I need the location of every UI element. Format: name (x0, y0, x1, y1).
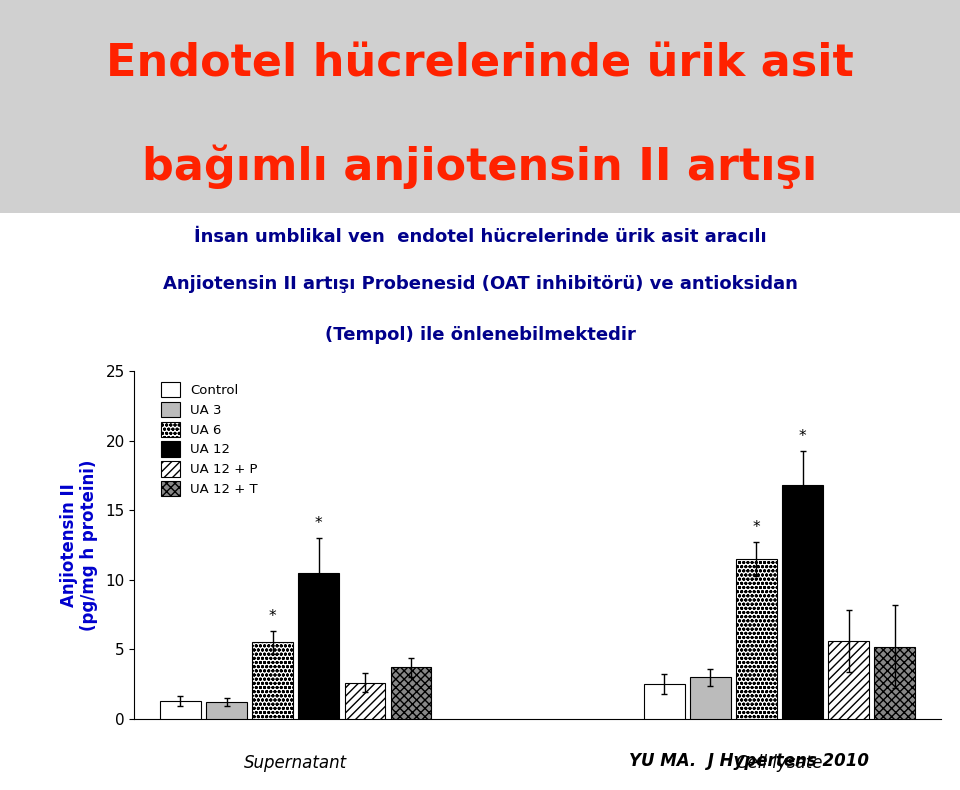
Bar (160, 701, 201, 719)
Text: YU MA.  J Hypertens 2010: YU MA. J Hypertens 2010 (629, 752, 869, 770)
Text: bağımlı anjiotensin II artışı: bağımlı anjiotensin II artışı (142, 144, 818, 189)
Bar (875, 646, 915, 719)
Text: İnsan umblikal ven  endotel hücrelerinde ürik asit aracılı: İnsan umblikal ven endotel hücrelerinde … (194, 228, 766, 246)
Text: *: * (269, 609, 276, 624)
Legend: Control, UA 3, UA 6, UA 12, UA 12 + P, UA 12 + T: Control, UA 3, UA 6, UA 12, UA 12 + P, U… (157, 378, 262, 500)
Bar (644, 684, 684, 719)
Y-axis label: Anjiotensin II
(pg/mg h proteini): Anjiotensin II (pg/mg h proteini) (60, 460, 99, 630)
Bar (782, 485, 823, 719)
FancyBboxPatch shape (0, 0, 960, 213)
Bar (299, 573, 339, 719)
Text: Anjiotensin II artışı Probenesid (OAT inhibitörü) ve antioksidan: Anjiotensin II artışı Probenesid (OAT in… (162, 276, 798, 293)
Bar (690, 677, 731, 719)
Text: Endotel hücrelerinde ürik asit: Endotel hücrelerinde ürik asit (107, 43, 853, 85)
Text: *: * (753, 521, 760, 536)
Text: Supernatant: Supernatant (244, 754, 348, 772)
Bar (206, 702, 247, 719)
Bar (828, 641, 869, 719)
Bar (391, 668, 431, 719)
Bar (252, 642, 293, 719)
Text: *: * (315, 516, 323, 531)
Text: *: * (799, 429, 806, 444)
Text: (Tempol) ile önlenebilmektedir: (Tempol) ile önlenebilmektedir (324, 326, 636, 344)
Bar (345, 683, 385, 719)
Bar (736, 559, 777, 719)
Text: Cell lysate: Cell lysate (736, 754, 823, 772)
